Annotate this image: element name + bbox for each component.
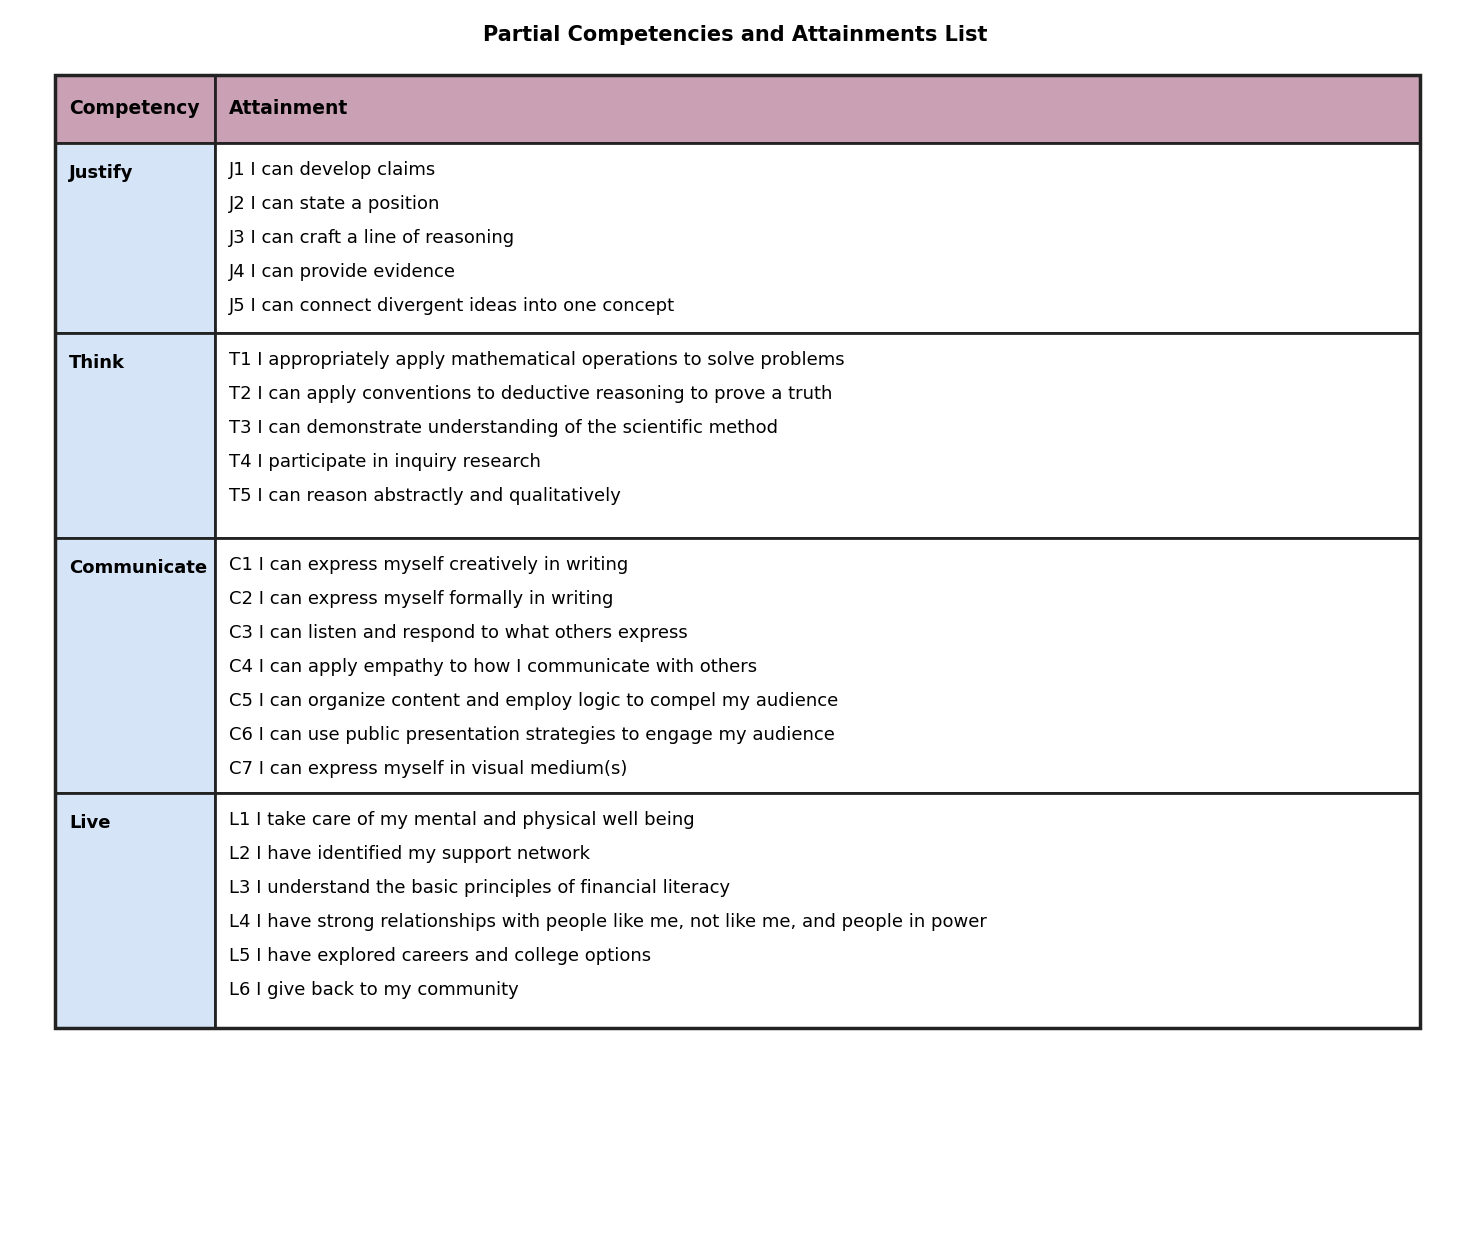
Text: C2 I can express myself formally in writing: C2 I can express myself formally in writ… — [229, 589, 613, 608]
Text: T3 I can demonstrate understanding of the scientific method: T3 I can demonstrate understanding of th… — [229, 419, 778, 437]
Text: L3 I understand the basic principles of financial literacy: L3 I understand the basic principles of … — [229, 879, 730, 897]
Text: C3 I can listen and respond to what others express: C3 I can listen and respond to what othe… — [229, 624, 688, 642]
Bar — [215, 74, 1420, 143]
Text: C4 I can apply empathy to how I communicate with others: C4 I can apply empathy to how I communic… — [229, 658, 758, 676]
Bar — [54, 74, 215, 143]
Text: Live: Live — [69, 814, 110, 833]
Text: J1 I can develop claims: J1 I can develop claims — [229, 161, 437, 179]
Text: Partial Competencies and Attainments List: Partial Competencies and Attainments Lis… — [484, 25, 987, 45]
Bar — [54, 539, 215, 793]
Bar — [54, 793, 215, 1028]
Text: C7 I can express myself in visual medium(s): C7 I can express myself in visual medium… — [229, 759, 627, 778]
Text: L4 I have strong relationships with people like me, not like me, and people in p: L4 I have strong relationships with peop… — [229, 913, 987, 931]
Text: Communicate: Communicate — [69, 560, 207, 577]
Text: L1 I take care of my mental and physical well being: L1 I take care of my mental and physical… — [229, 812, 694, 829]
Bar — [54, 74, 1420, 1028]
Text: J4 I can provide evidence: J4 I can provide evidence — [229, 263, 456, 280]
Text: T5 I can reason abstractly and qualitatively: T5 I can reason abstractly and qualitati… — [229, 486, 621, 505]
Bar — [215, 539, 1420, 793]
Text: J5 I can connect divergent ideas into one concept: J5 I can connect divergent ideas into on… — [229, 297, 675, 315]
Text: C6 I can use public presentation strategies to engage my audience: C6 I can use public presentation strateg… — [229, 726, 836, 745]
Text: Justify: Justify — [69, 164, 134, 182]
Text: Think: Think — [69, 355, 125, 372]
Text: Attainment: Attainment — [229, 99, 349, 118]
Text: L2 I have identified my support network: L2 I have identified my support network — [229, 845, 590, 862]
Bar — [215, 333, 1420, 539]
Text: C5 I can organize content and employ logic to compel my audience: C5 I can organize content and employ log… — [229, 692, 838, 710]
Text: T4 I participate in inquiry research: T4 I participate in inquiry research — [229, 453, 541, 472]
Bar — [54, 333, 215, 539]
Text: Competency: Competency — [69, 99, 200, 118]
Text: J2 I can state a position: J2 I can state a position — [229, 195, 440, 213]
Text: T1 I appropriately apply mathematical operations to solve problems: T1 I appropriately apply mathematical op… — [229, 351, 844, 369]
Text: T2 I can apply conventions to deductive reasoning to prove a truth: T2 I can apply conventions to deductive … — [229, 385, 833, 403]
Text: L6 I give back to my community: L6 I give back to my community — [229, 980, 519, 999]
Text: L5 I have explored careers and college options: L5 I have explored careers and college o… — [229, 947, 652, 965]
Bar — [215, 793, 1420, 1028]
Text: J3 I can craft a line of reasoning: J3 I can craft a line of reasoning — [229, 230, 515, 247]
Text: C1 I can express myself creatively in writing: C1 I can express myself creatively in wr… — [229, 556, 628, 575]
Bar — [54, 143, 215, 333]
Bar — [215, 143, 1420, 333]
